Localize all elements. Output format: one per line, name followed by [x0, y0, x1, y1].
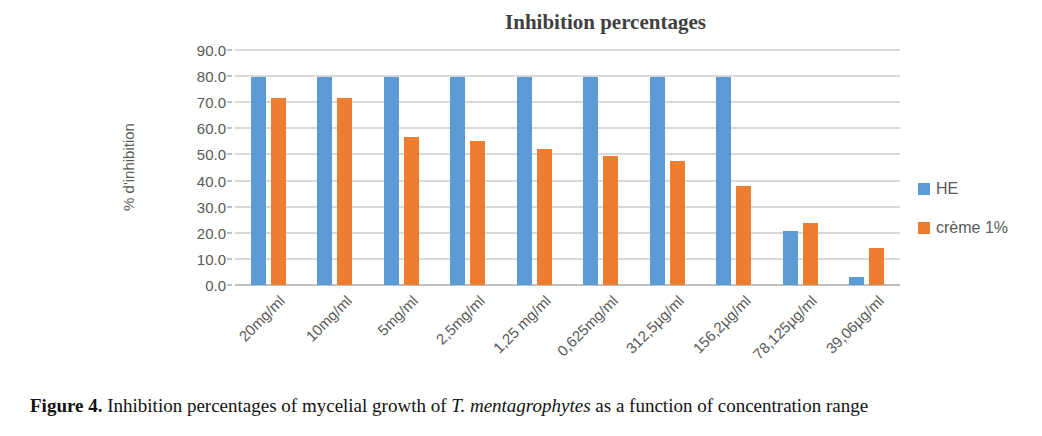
legend-swatch — [918, 222, 930, 234]
figure-caption-label: Figure 4. — [30, 395, 102, 416]
y-tick-mark — [227, 75, 232, 77]
y-tick-label: 50.0 — [197, 146, 226, 163]
x-axis-labels: 20mg/ml10mg/ml 5mg/ml2,5mg/ml1,25 mg/ml0,… — [235, 287, 900, 392]
bar — [517, 77, 532, 285]
y-axis-ticks: 0.010.020.030.040.050.060.070.080.090.0 — [0, 50, 226, 285]
y-tick-label: 80.0 — [197, 68, 226, 85]
y-tick-mark — [227, 153, 232, 155]
x-tick-label: 156,2µg/ml — [689, 292, 754, 357]
bar — [849, 277, 864, 285]
gridline — [235, 284, 900, 286]
gridline — [235, 258, 900, 260]
gridline — [235, 180, 900, 182]
y-tick-label: 40.0 — [197, 172, 226, 189]
y-tick-mark — [227, 284, 232, 286]
legend-swatch — [918, 183, 930, 195]
legend: HE crème 1% — [918, 181, 1008, 259]
bar — [271, 98, 286, 285]
y-tick-label: 90.0 — [197, 42, 226, 59]
bar — [583, 77, 598, 285]
x-tick-label: 0,625mg/ml — [553, 292, 620, 359]
gridline — [235, 49, 900, 51]
bar — [803, 223, 818, 285]
y-tick-label: 0.0 — [205, 277, 226, 294]
y-tick-mark — [227, 49, 232, 51]
bar — [251, 77, 266, 285]
legend-item: crème 1% — [918, 220, 1008, 236]
x-tick-label: 78,125µg/ml — [750, 292, 821, 363]
y-tick-label: 30.0 — [197, 198, 226, 215]
x-tick-label: 312,5µg/ml — [623, 292, 688, 357]
bar — [384, 77, 399, 285]
y-tick-mark — [227, 101, 232, 103]
chart-title: Inhibition percentages — [273, 10, 938, 35]
x-tick-label: 5mg/ml — [374, 292, 421, 339]
bar — [736, 186, 751, 285]
legend-label: HE — [936, 180, 958, 198]
y-tick-label: 60.0 — [197, 120, 226, 137]
bar — [603, 156, 618, 285]
gridline — [235, 153, 900, 155]
bar — [716, 77, 731, 285]
bar — [337, 98, 352, 285]
bar — [650, 77, 665, 285]
bar — [783, 231, 798, 285]
bar — [869, 248, 884, 285]
figure-caption-species: T. mentagrophytes — [451, 395, 590, 416]
figure-4: Inhibition percentages % d'inhibition 0.… — [0, 0, 1042, 436]
legend-label: crème 1% — [936, 219, 1008, 237]
x-tick-label: 39,06µg/ml — [822, 292, 887, 357]
x-tick-label: 2,5mg/ml — [432, 292, 488, 348]
gridline — [235, 232, 900, 234]
figure-caption-text-2: as a function of concentration range — [591, 395, 869, 416]
x-tick-label: 10mg/ml — [302, 292, 355, 345]
x-tick-label: 20mg/ml — [236, 292, 289, 345]
bar — [537, 149, 552, 285]
gridline — [235, 101, 900, 103]
y-tick-mark — [227, 127, 232, 129]
plot-area — [235, 50, 900, 285]
bar — [450, 77, 465, 285]
gridline — [235, 206, 900, 208]
bar — [670, 161, 685, 285]
legend-item: HE — [918, 181, 1008, 197]
gridline — [235, 75, 900, 77]
y-tick-label: 10.0 — [197, 250, 226, 267]
bar — [317, 77, 332, 285]
gridline — [235, 127, 900, 129]
y-tick-mark — [227, 258, 232, 260]
y-tick-mark — [227, 232, 232, 234]
bar — [404, 137, 419, 285]
y-tick-label: 70.0 — [197, 94, 226, 111]
y-tick-mark — [227, 180, 232, 182]
figure-caption: Figure 4. Inhibition percentages of myce… — [30, 395, 868, 417]
figure-caption-text: Inhibition percentages of mycelial growt… — [102, 395, 451, 416]
y-tick-label: 20.0 — [197, 224, 226, 241]
x-tick-label: 1,25 mg/ml — [490, 292, 554, 356]
bar — [470, 141, 485, 285]
y-tick-mark — [227, 206, 232, 208]
